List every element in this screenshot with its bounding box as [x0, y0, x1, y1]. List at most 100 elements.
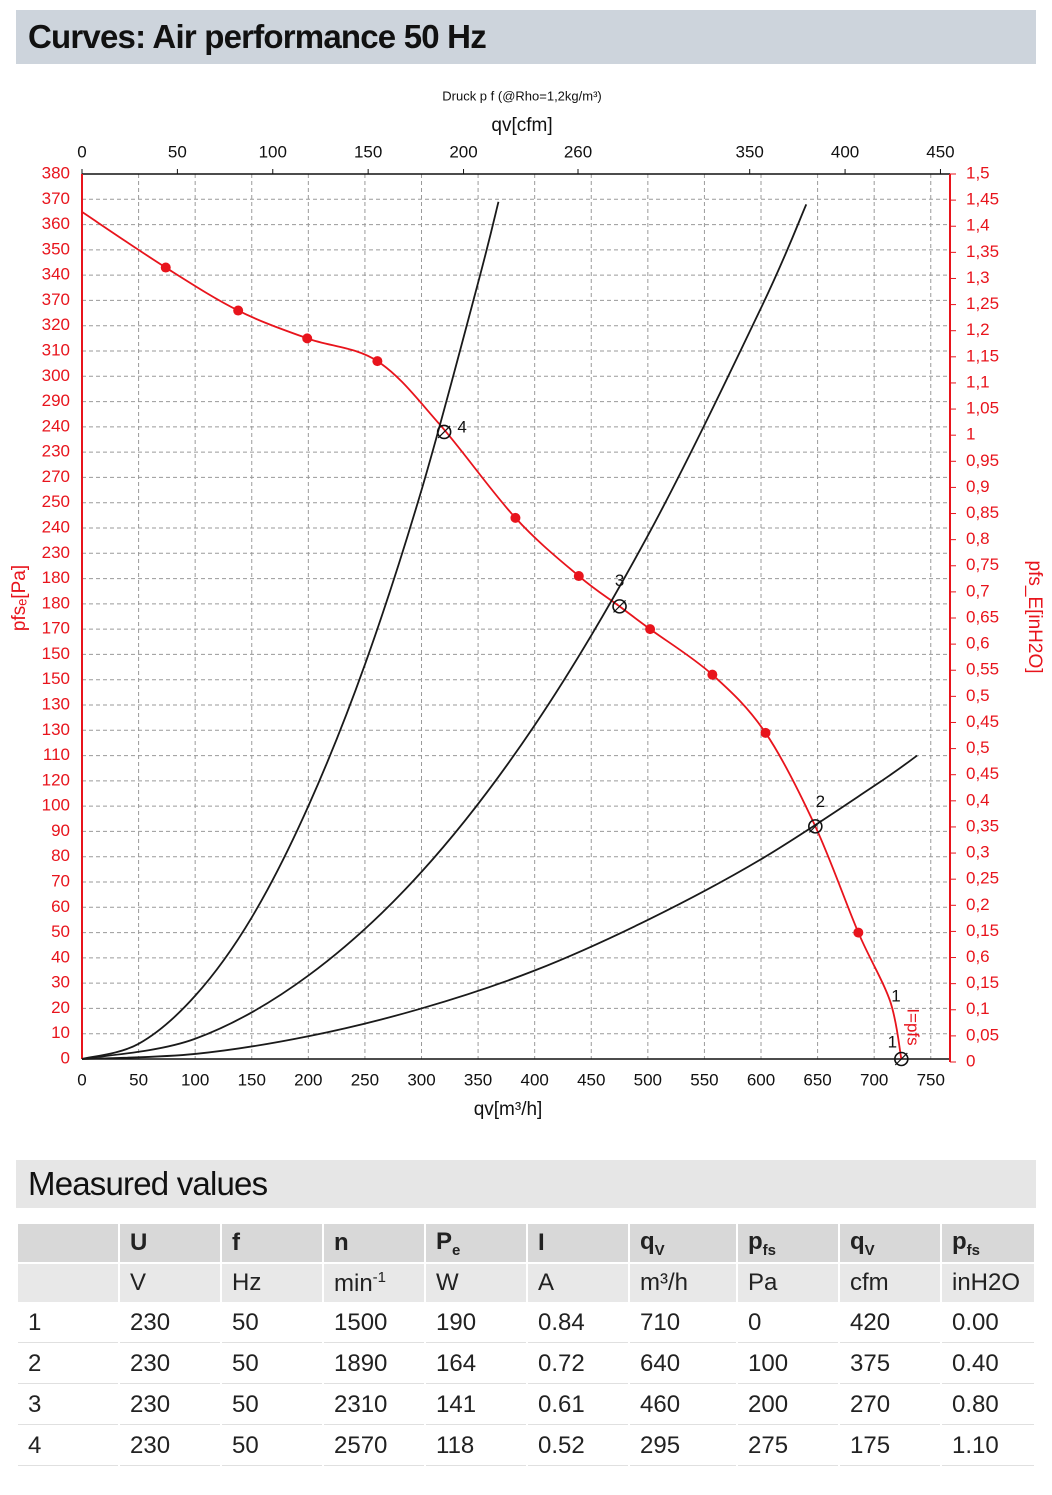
marker: [302, 333, 313, 344]
y2-tick-label: 1,15: [966, 346, 999, 365]
marker: [760, 727, 771, 738]
table-cell: 270: [840, 1386, 940, 1425]
y2-tick-label: 0,35: [966, 816, 999, 835]
table-cell: 710: [630, 1304, 736, 1343]
table-cell: 0.52: [528, 1427, 628, 1466]
table-cell: 200: [738, 1386, 838, 1425]
x-tick-label: 200: [294, 1070, 322, 1089]
y2-tick-label: 1,45: [966, 190, 999, 209]
y2-tick-label: 1: [966, 425, 975, 444]
operating-point-cross: [613, 599, 626, 613]
table-cell: m³/h: [630, 1264, 736, 1302]
table-cell: min-1: [324, 1264, 424, 1302]
cell-sub: V: [864, 1241, 875, 1259]
y-tick-label: 130: [42, 720, 70, 739]
table-cell: 0.72: [528, 1345, 628, 1384]
table-cell: 190: [426, 1304, 526, 1343]
x-tick-label: 700: [860, 1070, 888, 1089]
x2-tick-label: 50: [168, 142, 187, 161]
table-cell: I: [528, 1224, 628, 1262]
operating-point-label: 1: [888, 1032, 897, 1051]
table-cell: 230: [120, 1345, 220, 1384]
y-tick-label: 90: [51, 821, 70, 840]
y-tick-label: 290: [42, 391, 70, 410]
y-tick-label: 230: [42, 543, 70, 562]
x2-axis-title: qv[cfm]: [491, 115, 552, 136]
table-cell: 275: [738, 1427, 838, 1466]
operating-point-cross: [437, 425, 451, 439]
x-tick-label: 50: [129, 1070, 148, 1089]
table-cell: 100: [738, 1345, 838, 1384]
annotation: I=pfs: [904, 1008, 923, 1045]
x2-tick-label: 100: [259, 142, 287, 161]
table-cell: 230: [120, 1304, 220, 1343]
y2-tick-label: 0,2: [966, 895, 990, 914]
table-cell: 1500: [324, 1304, 424, 1343]
y-tick-label: 80: [51, 846, 70, 865]
x2-tick-label: 350: [736, 142, 764, 161]
table-cell: Hz: [222, 1264, 322, 1302]
table-cell: 50: [222, 1345, 322, 1384]
y-tick-label: 170: [42, 619, 70, 638]
table-cell: A: [528, 1264, 628, 1302]
operating-point: [894, 1051, 909, 1067]
x-tick-label: 550: [690, 1070, 718, 1089]
marker: [707, 669, 718, 680]
table-cell: 1.10: [942, 1427, 1034, 1466]
y-tick-label: 370: [42, 290, 70, 309]
cell-text: p: [952, 1227, 967, 1255]
y2-tick-label: 0,6: [966, 634, 990, 653]
y-tick-label: 230: [42, 442, 70, 461]
x2-tick-label: 200: [449, 142, 477, 161]
y-tick-label: 100: [42, 796, 70, 815]
cell-sup: -1: [372, 1268, 387, 1286]
y-tick-label: 180: [42, 593, 70, 612]
y2-axis-title: pfs_E[inH2O]: [1024, 561, 1045, 674]
x-tick-label: 150: [238, 1070, 266, 1089]
table-cell: pfs: [738, 1224, 838, 1262]
y2-tick-label: 0: [966, 1051, 975, 1070]
operating-point-label: 4: [457, 417, 466, 436]
cell-text: p: [748, 1227, 763, 1255]
x-tick-label: 250: [351, 1070, 379, 1089]
chart-title: Druck p f (@Rho=1,2kg/m³): [442, 88, 602, 103]
y2-tick-label: 0,45: [966, 712, 999, 731]
y-tick-label: 370: [42, 189, 70, 208]
y-tick-label: 380: [42, 163, 70, 182]
y-tick-label: 320: [42, 315, 70, 334]
y-axis-title: pfsₑ[Pa]: [9, 565, 30, 631]
chart: 0 50 100 150 200 250 300 350 400 450 500 550 600 650 7…: [9, 88, 1045, 1120]
table-cell: [18, 1264, 118, 1302]
y2-tick-label: 0,7: [966, 581, 990, 600]
table-cell: 0.61: [528, 1386, 628, 1425]
y2-tick-label: 0,25: [966, 869, 999, 888]
y2-tick-label: 1,05: [966, 399, 999, 418]
table-cell: 0: [738, 1304, 838, 1343]
operating-point: [436, 424, 452, 440]
x-tick-label: 400: [520, 1070, 548, 1089]
marker: [510, 512, 521, 523]
y2-tick-label: 0,85: [966, 503, 999, 522]
marker: [645, 624, 656, 635]
y2-tick-label: 0,8: [966, 529, 990, 548]
x2-tick-label: 450: [926, 142, 954, 161]
x2-tick-label: 260: [564, 142, 592, 161]
curve: [81, 201, 500, 1060]
data-row: 3 230 50 2310 141 0.61 460 200 270 0.80: [18, 1386, 1034, 1425]
x2-tick-label: 400: [831, 142, 859, 161]
table-cell: 164: [426, 1345, 526, 1384]
x2-tick-label: 150: [354, 142, 382, 161]
table-cell: Pe: [426, 1224, 526, 1262]
y-tick-label: 250: [42, 492, 70, 511]
y-tick-label: 240: [42, 416, 70, 435]
table-cell: 230: [120, 1386, 220, 1425]
cell-sub: V: [654, 1241, 665, 1259]
cell-text: P: [436, 1227, 453, 1255]
y2-tick-label: 1,35: [966, 242, 999, 261]
operating-point: [612, 599, 627, 614]
table-cell: 295: [630, 1427, 736, 1466]
section-title: Measured values: [16, 1160, 1036, 1208]
y-tick-label: 110: [43, 745, 70, 764]
x-tick-label: 0: [77, 1070, 86, 1089]
marker: [160, 262, 171, 273]
